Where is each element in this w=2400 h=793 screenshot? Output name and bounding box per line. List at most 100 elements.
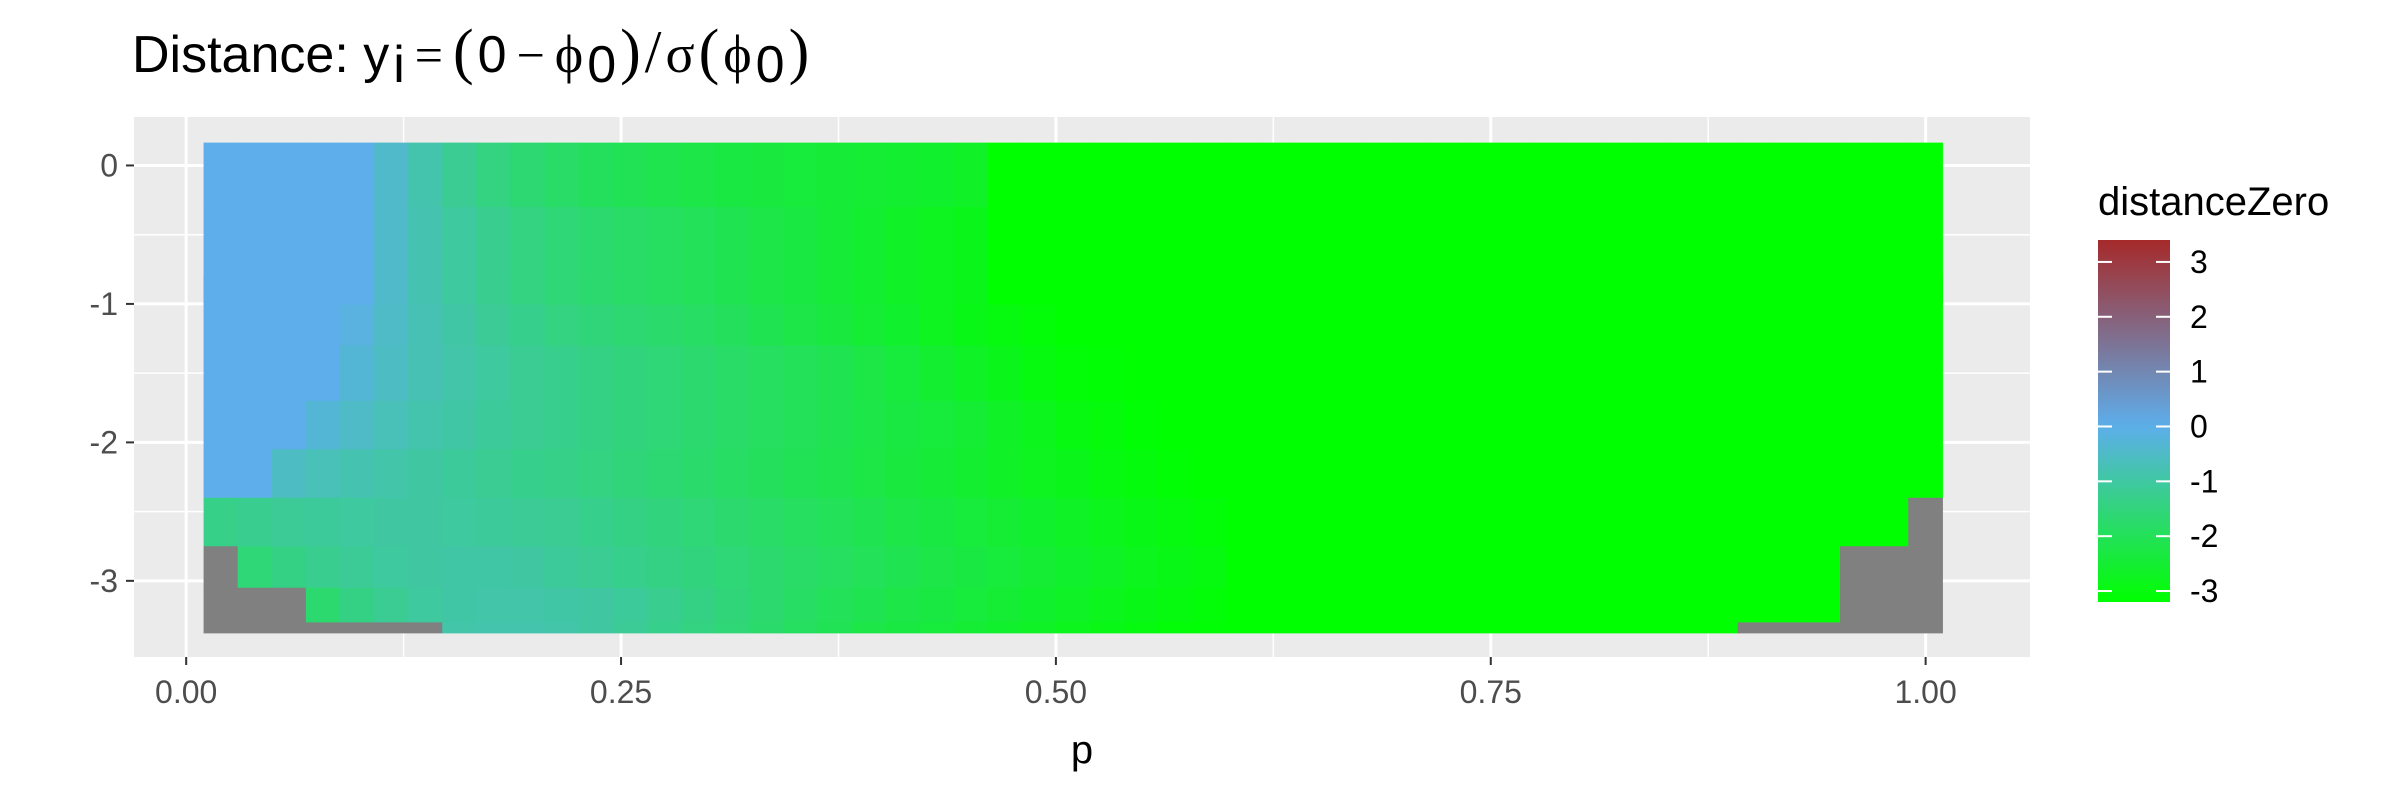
legend-label: 0 — [2190, 408, 2208, 444]
heatmap-cell — [374, 207, 409, 277]
heatmap-cell — [442, 207, 477, 277]
heatmap-cell — [953, 142, 989, 208]
heatmap-cell — [1192, 546, 1227, 589]
title-formula-zero: 0 — [478, 26, 507, 84]
heatmap-cell — [476, 207, 512, 277]
heatmap-cell — [953, 276, 989, 305]
heatmap-cell — [1430, 449, 1466, 499]
heatmap-cell — [749, 400, 784, 450]
heatmap-cell — [1226, 622, 1262, 634]
title-formula-close-paren: ) — [620, 18, 641, 86]
heatmap-cell — [1226, 345, 1262, 402]
heatmap-cell — [646, 142, 682, 208]
heatmap-cell — [783, 345, 818, 402]
heatmap-cell — [1294, 449, 1330, 499]
heatmap-cell — [783, 622, 818, 634]
svg-text:Distance: y i: Distance: y i = ( 0 − ϕ 0 ) / σ ( ϕ 0 ) — [132, 18, 809, 94]
heatmap-cell — [1669, 207, 1705, 277]
heatmap-cell — [442, 622, 477, 634]
legend-label: 3 — [2190, 244, 2208, 280]
heatmap-cell — [1771, 546, 1807, 589]
heatmap-cell — [1362, 622, 1398, 634]
heatmap-cell — [1533, 345, 1568, 402]
heatmap-cell — [646, 207, 682, 277]
heatmap-cell — [1158, 345, 1193, 402]
heatmap-cell — [851, 497, 887, 547]
heatmap-cell — [1430, 345, 1466, 402]
heatmap-cell — [1771, 400, 1807, 450]
heatmap-cell — [1124, 345, 1159, 402]
heatmap-cell — [1703, 497, 1739, 547]
heatmap-cell — [1226, 276, 1262, 305]
heatmap-cell — [442, 345, 477, 402]
heatmap-cell — [646, 587, 682, 623]
legend-label: -2 — [2190, 518, 2218, 554]
heatmap-cell — [1635, 497, 1671, 547]
heatmap-cell — [1635, 546, 1671, 589]
heatmap-cell — [1499, 622, 1534, 634]
heatmap-cell — [1192, 142, 1227, 208]
heatmap-cell — [987, 546, 1023, 589]
heatmap-cell — [714, 546, 750, 589]
heatmap-cell — [1908, 207, 1943, 277]
heatmap-cell — [1737, 400, 1773, 450]
heatmap-cell — [476, 276, 512, 305]
heatmap-cell — [1805, 142, 1841, 208]
heatmap-cell — [1499, 587, 1534, 623]
heatmap-cell — [1669, 276, 1705, 305]
heatmap-cell — [1737, 345, 1773, 402]
heatmap-cell — [1669, 345, 1705, 402]
heatmap-cell — [339, 449, 375, 499]
x-tick-label: 0.00 — [155, 674, 217, 710]
heatmap-cell — [510, 497, 546, 547]
heatmap-cell — [1362, 546, 1398, 589]
heatmap-cell — [612, 276, 648, 305]
title-prefix: Distance: — [132, 26, 363, 84]
heatmap-cell — [1771, 497, 1807, 547]
heatmap-cells — [203, 142, 1943, 634]
heatmap-cell — [1737, 587, 1773, 623]
heatmap-cell — [1601, 546, 1637, 589]
heatmap-cell — [1703, 207, 1739, 277]
heatmap-cell — [1294, 546, 1330, 589]
heatmap-cell — [919, 400, 955, 450]
legend: distanceZero 3 2 1 0 -1 -2 -3 — [2098, 180, 2329, 609]
heatmap-cell — [1499, 400, 1534, 450]
heatmap-cell — [783, 142, 818, 208]
title-formula-phi-2-subscript: 0 — [756, 36, 785, 94]
heatmap-cell — [851, 276, 887, 305]
heatmap-cell — [1703, 622, 1739, 634]
heatmap-cell — [1226, 497, 1262, 547]
heatmap-cell — [987, 400, 1023, 450]
heatmap-cell — [851, 345, 887, 402]
heatmap-cell — [510, 449, 546, 499]
legend-ticks: 3 2 1 0 -1 -2 -3 — [2098, 244, 2218, 609]
heatmap-cell — [1055, 546, 1091, 589]
heatmap-cell — [1533, 587, 1568, 623]
heatmap-cell — [1908, 546, 1943, 589]
heatmap-cell — [1465, 622, 1500, 634]
heatmap-cell — [442, 449, 477, 499]
heatmap-cell — [1805, 449, 1841, 499]
heatmap-cell — [1874, 449, 1909, 499]
heatmap-cell — [817, 345, 852, 402]
heatmap-cell — [1396, 207, 1432, 277]
heatmap-cell — [1840, 345, 1875, 402]
heatmap-cell — [1840, 622, 1875, 634]
heatmap-cell — [1260, 449, 1296, 499]
heatmap-cell — [1805, 622, 1841, 634]
heatmap-cell — [1328, 449, 1364, 499]
heatmap-cell — [374, 546, 409, 589]
heatmap-cell — [305, 546, 341, 589]
heatmap-cell — [1226, 587, 1262, 623]
heatmap-cell — [1396, 546, 1432, 589]
heatmap-cell — [817, 207, 852, 277]
title-formula-equals: = — [415, 27, 443, 83]
heatmap-cell — [1703, 276, 1739, 305]
heatmap-cell — [953, 449, 989, 499]
title-formula-slash: / — [645, 19, 662, 85]
heatmap-cell — [271, 345, 307, 402]
heatmap-cell — [1226, 546, 1262, 589]
heatmap-cell — [578, 207, 614, 277]
heatmap-cell — [783, 276, 818, 305]
